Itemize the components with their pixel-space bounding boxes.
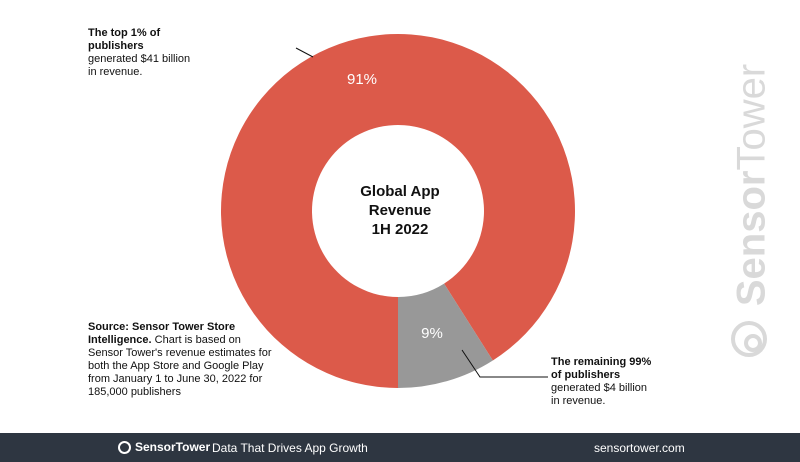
footer-bar: SensorTower Data That Drives App Growth … — [0, 433, 800, 462]
source-note-text: Chart is based on Sensor Tower's revenue… — [88, 334, 272, 398]
bottom-annotation-bold-1: The remaining 99% — [551, 356, 652, 368]
watermark-part-1: Sensor — [729, 170, 774, 307]
slice-top-1-percent — [220, 34, 576, 389]
center-title-line-2: Revenue — [369, 202, 432, 219]
top-annotation-bold-2: publishers — [88, 40, 144, 52]
top-annotation-leader — [295, 47, 314, 58]
footer-site-link[interactable]: sensortower.com — [594, 441, 685, 455]
footer-logo: SensorTower — [118, 440, 210, 454]
source-note: Source: Sensor Tower Store Intelligence.… — [88, 321, 274, 399]
bottom-annotation-leader — [461, 349, 548, 378]
footer-tagline: Data That Drives App Growth — [212, 441, 368, 455]
source-note-bold: Source: Sensor Tower Store Intelligence. — [88, 321, 236, 346]
bottom-annotation: The remaining 99% of publishers generate… — [551, 356, 651, 408]
donut-slices — [220, 34, 576, 389]
center-title-line-1: Global App — [360, 183, 439, 200]
watermark-logo-icon — [731, 321, 767, 357]
sensor-tower-logo-icon — [118, 440, 131, 454]
bottom-annotation-bold-2: of publishers — [551, 369, 621, 381]
slice-label-top: 91% — [347, 71, 377, 88]
footer-brand: SensorTower — [135, 440, 211, 454]
top-annotation-text-2: in revenue. — [88, 66, 143, 78]
top-annotation: The top 1% of publishers generated $41 b… — [88, 27, 190, 79]
sensor-tower-watermark: SensorTower — [730, 64, 775, 306]
top-annotation-text-1: generated $41 billion — [88, 53, 191, 65]
slice-label-bottom: 9% — [421, 325, 443, 342]
watermark-part-2: Tower — [729, 63, 774, 171]
center-title-line-3: 1H 2022 — [372, 221, 429, 238]
slice-remaining-99-percent — [398, 283, 493, 388]
bottom-annotation-text-2: in revenue. — [551, 395, 606, 407]
bottom-annotation-text-1: generated $4 billion — [551, 382, 648, 394]
top-annotation-bold-1: The top 1% of — [88, 27, 161, 39]
